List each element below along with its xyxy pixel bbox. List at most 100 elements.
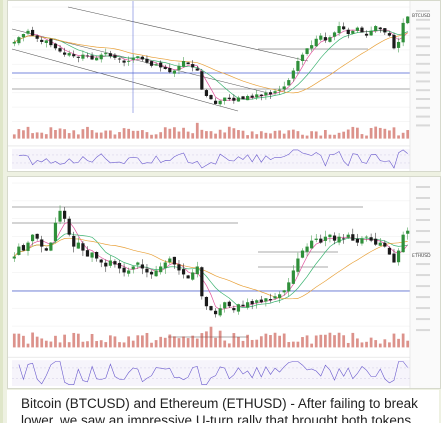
candle-body	[12, 41, 16, 44]
volume-bar	[122, 342, 126, 348]
rsi-pane	[12, 148, 410, 169]
candle-body	[127, 270, 131, 274]
candle-body	[21, 245, 26, 251]
candle-body	[90, 55, 94, 60]
volume-bar	[301, 134, 304, 139]
volume-bar	[76, 333, 80, 348]
volume-bar	[296, 131, 300, 139]
candle-body	[99, 259, 103, 263]
volume-bar	[319, 334, 323, 348]
volume-bar	[250, 339, 254, 348]
volume-bar	[264, 333, 268, 348]
candle-body	[76, 242, 80, 249]
candle-body	[268, 92, 273, 95]
volume-bar	[296, 341, 300, 348]
volume-bar	[333, 134, 336, 139]
candle-body	[113, 261, 117, 265]
candle-body	[250, 301, 254, 305]
volume-bar	[81, 129, 85, 139]
volume-bar	[26, 343, 30, 348]
candle-body	[245, 95, 250, 101]
volume-bar	[104, 342, 108, 348]
volume-bar	[17, 129, 21, 139]
candle-body	[346, 234, 350, 238]
volume-bar	[49, 341, 53, 348]
candle-body	[332, 235, 337, 241]
candle-body	[213, 100, 218, 104]
candle-body	[291, 270, 295, 284]
candle-body	[35, 35, 39, 39]
price-tick-label	[416, 45, 430, 48]
candle-body	[53, 222, 58, 241]
volume-bar	[63, 129, 66, 139]
mid-moving-average	[14, 232, 408, 308]
candle-body	[186, 275, 190, 279]
price-tick-label	[416, 252, 430, 255]
candle-body	[154, 64, 158, 66]
candle-body	[314, 238, 318, 240]
volume-bar	[214, 133, 217, 139]
candle-body	[159, 266, 163, 273]
slow-moving-average	[14, 237, 408, 300]
candle-body	[131, 57, 135, 60]
candle-body	[355, 27, 359, 31]
candle-body	[323, 236, 327, 241]
volume-bar	[182, 127, 185, 139]
volume-bar	[150, 134, 153, 139]
candle-body	[209, 95, 213, 100]
volume-bar	[406, 130, 410, 139]
volume-bar	[58, 128, 62, 139]
candle-body	[342, 26, 346, 30]
candle-body	[140, 264, 144, 269]
candle-body	[369, 237, 373, 241]
price-tick-label	[416, 285, 430, 288]
volume-bar	[17, 333, 21, 348]
candle-body	[168, 258, 172, 263]
candle-body	[223, 302, 227, 309]
volume-bar	[118, 342, 121, 348]
candle-body	[131, 266, 135, 270]
volume-bar	[383, 128, 387, 139]
candle-body	[287, 80, 291, 86]
candle-body	[223, 97, 227, 102]
volume-bar	[95, 132, 99, 139]
candle-body	[200, 71, 204, 90]
candle-body	[328, 37, 332, 42]
volume-bar	[191, 133, 195, 139]
volume-bar	[95, 341, 99, 348]
volume-bar	[328, 134, 332, 139]
volume-bar	[168, 334, 172, 348]
candle-body	[177, 264, 181, 271]
volume-bar	[259, 131, 263, 139]
candle-body	[401, 234, 405, 253]
candle-body	[296, 258, 300, 272]
volume-bar	[131, 340, 135, 348]
volume-bar	[278, 335, 281, 348]
candle-body	[44, 248, 48, 251]
candle-body	[328, 234, 332, 238]
candle-body	[241, 304, 245, 307]
volume-bar	[195, 122, 199, 139]
price-tick-label	[416, 27, 430, 30]
candle-body	[218, 100, 222, 105]
volume-bar	[383, 339, 387, 348]
candle-body	[287, 282, 291, 292]
volume-bar	[90, 130, 94, 139]
volume-bar	[12, 134, 16, 139]
candle-body	[172, 256, 177, 265]
candle-body	[49, 242, 53, 251]
volume-bar	[22, 130, 25, 139]
volume-bar	[177, 131, 181, 139]
price-tick-label	[416, 89, 430, 92]
volume-bar	[205, 331, 208, 348]
volume-bar	[369, 127, 373, 139]
candle-body	[72, 235, 76, 247]
candle-body	[163, 67, 167, 69]
candle-body	[163, 262, 167, 269]
candle-body	[360, 27, 364, 33]
candle-body	[387, 247, 392, 255]
candle-body	[67, 53, 71, 56]
volume-bar	[218, 129, 222, 139]
volume-bar	[291, 341, 295, 348]
candle-body	[209, 306, 213, 311]
